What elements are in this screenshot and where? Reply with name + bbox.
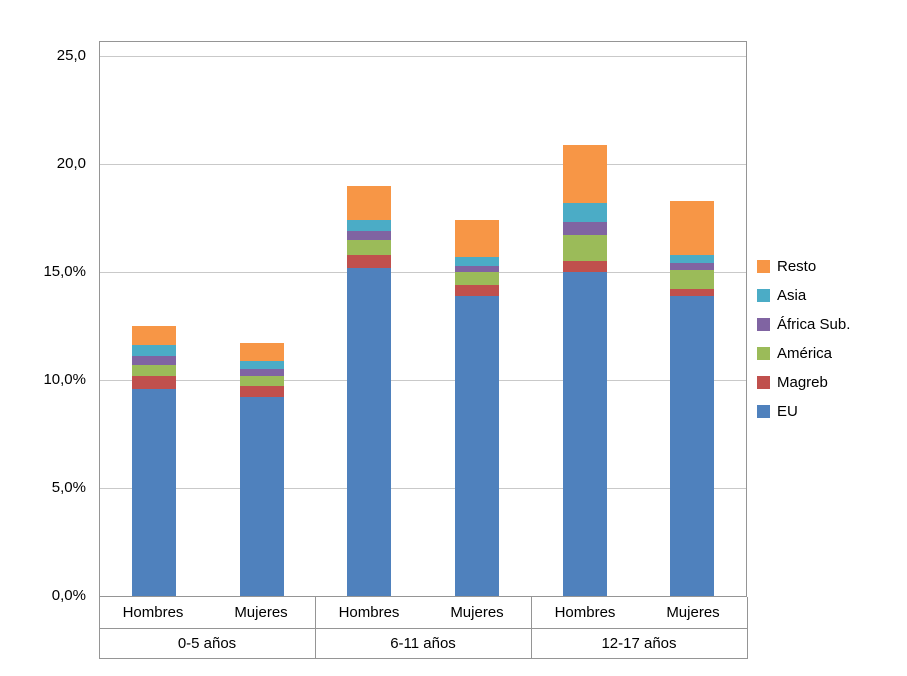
bar-segment-resto <box>670 200 715 255</box>
bar-12-17-anos-hombres <box>562 144 607 596</box>
legend-swatch-asia <box>757 289 770 302</box>
bar-segment-resto <box>454 220 499 257</box>
bar-segment-asia <box>454 256 499 266</box>
legend-swatch-resto <box>757 260 770 273</box>
bar-0-5-anos-mujeres <box>239 343 284 596</box>
x-group-label-0-5-anos: 0-5 años <box>177 635 237 652</box>
bar-segment-africa-sub <box>239 369 284 376</box>
bar-segment-resto <box>347 185 392 221</box>
y-tick-label: 20,0 <box>56 155 86 172</box>
bar-segment-eu <box>454 295 499 596</box>
x-label-mujeres-0-5-anos: Mujeres <box>234 604 288 621</box>
bar-segment-magreb <box>239 386 284 398</box>
bar-segment-magreb <box>131 375 176 389</box>
legend-label-africa-sub: África Sub. <box>777 316 851 333</box>
bar-segment-resto <box>239 343 284 361</box>
bar-segment-america <box>347 239 392 255</box>
y-tick-label: 10,0% <box>43 371 86 388</box>
legend-swatch-eu <box>757 405 770 418</box>
bar-segment-africa-sub <box>131 356 176 365</box>
bar-segment-eu <box>347 267 392 596</box>
legend-item-eu: EU <box>757 397 850 426</box>
bar-segment-america <box>454 272 499 285</box>
legend: Resto Asia África Sub. América Magreb EU <box>757 252 850 426</box>
legend-item-resto: Resto <box>757 252 850 281</box>
x-axis-separator <box>531 597 532 659</box>
bar-segment-asia <box>562 202 607 223</box>
legend-label-resto: Resto <box>777 258 817 275</box>
gridline-25 <box>100 56 746 57</box>
legend-item-magreb: Magreb <box>757 368 850 397</box>
legend-label-asia: Asia <box>777 287 807 304</box>
bar-segment-asia <box>347 220 392 231</box>
gridline-5 <box>100 488 746 489</box>
bar-segment-africa-sub <box>562 222 607 236</box>
x-axis-group-labels: 0-5 años 6-11 años 12-17 años <box>99 629 747 659</box>
legend-item-africa-sub: África Sub. <box>757 310 850 339</box>
bar-segment-africa-sub <box>347 231 392 240</box>
x-group-label-6-11-anos: 6-11 años <box>390 635 456 652</box>
bar-segment-resto <box>131 326 176 346</box>
bar-segment-magreb <box>670 289 715 296</box>
x-group-label-12-17-anos: 12-17 años <box>601 635 677 652</box>
x-label-mujeres-12-17-anos: Mujeres <box>666 604 720 621</box>
bar-6-11-anos-mujeres <box>454 220 499 596</box>
bar-segment-magreb <box>454 284 499 296</box>
x-axis-separator <box>315 597 316 659</box>
bar-segment-america <box>562 235 607 262</box>
x-label-hombres-0-5-anos: Hombres <box>122 604 184 621</box>
x-label-hombres-6-11-anos: Hombres <box>338 604 400 621</box>
y-tick-label: 25,0 <box>56 47 86 64</box>
gridline-10 <box>100 380 746 381</box>
legend-label-magreb: Magreb <box>777 374 828 391</box>
y-axis: 25,0 20,0 15,0% 10,0% 5,0% 0,0% <box>0 42 92 604</box>
bar-segment-africa-sub <box>670 263 715 270</box>
x-axis-separator <box>747 597 748 659</box>
bar-segment-eu <box>131 388 176 596</box>
x-axis: Hombres Mujeres Hombres Mujeres Hombres Mujer… <box>99 597 748 659</box>
legend-swatch-africa-sub <box>757 318 770 331</box>
plot-area <box>99 41 747 597</box>
bar-0-5-anos-hombres <box>131 326 176 596</box>
x-label-mujeres-6-11-anos: Mujeres <box>450 604 504 621</box>
legend-label-eu: EU <box>777 403 798 420</box>
bar-segment-magreb <box>562 261 607 272</box>
legend-label-america: América <box>777 345 833 362</box>
x-axis-subcategory-labels: Hombres Mujeres Hombres Mujeres Hombres Mujer… <box>99 597 747 629</box>
legend-item-asia: Asia <box>757 281 850 310</box>
bar-segment-america <box>670 269 715 290</box>
bar-segment-resto <box>562 144 607 203</box>
bar-segment-magreb <box>347 254 392 268</box>
legend-swatch-magreb <box>757 376 770 389</box>
bar-segment-asia <box>239 360 284 370</box>
bar-segment-america <box>131 364 176 376</box>
bar-segment-eu <box>670 295 715 596</box>
y-tick-label: 5,0% <box>51 479 86 496</box>
y-tick-label: 0,0% <box>51 587 86 604</box>
bar-segment-eu <box>239 397 284 596</box>
gridline-15 <box>100 272 746 273</box>
x-label-hombres-12-17-anos: Hombres <box>554 604 616 621</box>
bar-12-17-anos-mujeres <box>670 200 715 596</box>
gridline-20 <box>100 164 746 165</box>
legend-swatch-america <box>757 347 770 360</box>
x-axis-separator <box>99 597 100 659</box>
bar-segment-asia <box>670 254 715 264</box>
bar-segment-eu <box>562 272 607 596</box>
bar-segment-america <box>239 375 284 387</box>
bar-segment-africa-sub <box>454 265 499 273</box>
bar-segment-asia <box>131 345 176 357</box>
y-tick-label: 15,0% <box>43 263 86 280</box>
bar-6-11-anos-hombres <box>347 185 392 596</box>
legend-item-america: América <box>757 339 850 368</box>
